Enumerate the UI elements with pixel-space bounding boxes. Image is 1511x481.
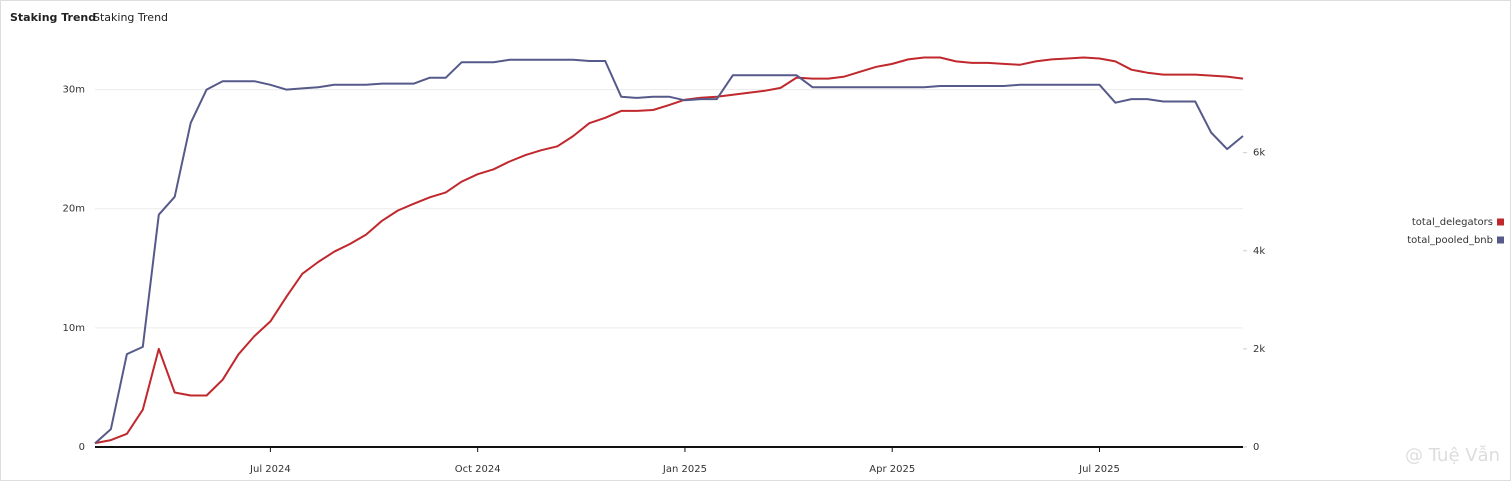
y2-tick-label: 6k bbox=[1253, 148, 1265, 159]
y-tick-label: 30m bbox=[63, 85, 85, 96]
x-tick-label: Jul 2024 bbox=[249, 464, 291, 475]
series-line bbox=[94, 56, 1244, 445]
y2-tick-label: 0 bbox=[1253, 442, 1259, 453]
y-tick-label: 20m bbox=[63, 204, 85, 215]
chart-title: Staking Trend bbox=[10, 11, 96, 24]
y-tick-label: 10m bbox=[63, 323, 85, 334]
series-line bbox=[94, 58, 1244, 445]
legend-swatch bbox=[1497, 218, 1504, 226]
x-tick-label: Jan 2025 bbox=[662, 464, 707, 475]
y2-tick-label: 2k bbox=[1253, 344, 1265, 355]
x-tick-label: Apr 2025 bbox=[869, 464, 915, 475]
legend-label: total_delegators bbox=[1412, 217, 1493, 228]
y-tick-label: 0 bbox=[79, 442, 85, 453]
watermark: @ Tuệ Vẫn bbox=[1405, 445, 1500, 466]
legend-label: total_pooled_bnb bbox=[1407, 235, 1493, 246]
x-tick-label: Jul 2025 bbox=[1078, 464, 1120, 475]
y2-tick-label: 4k bbox=[1253, 246, 1265, 257]
x-tick-label: Oct 2024 bbox=[455, 464, 501, 475]
chart-subtitle: Staking Trend bbox=[93, 11, 168, 24]
legend-swatch bbox=[1497, 236, 1504, 244]
